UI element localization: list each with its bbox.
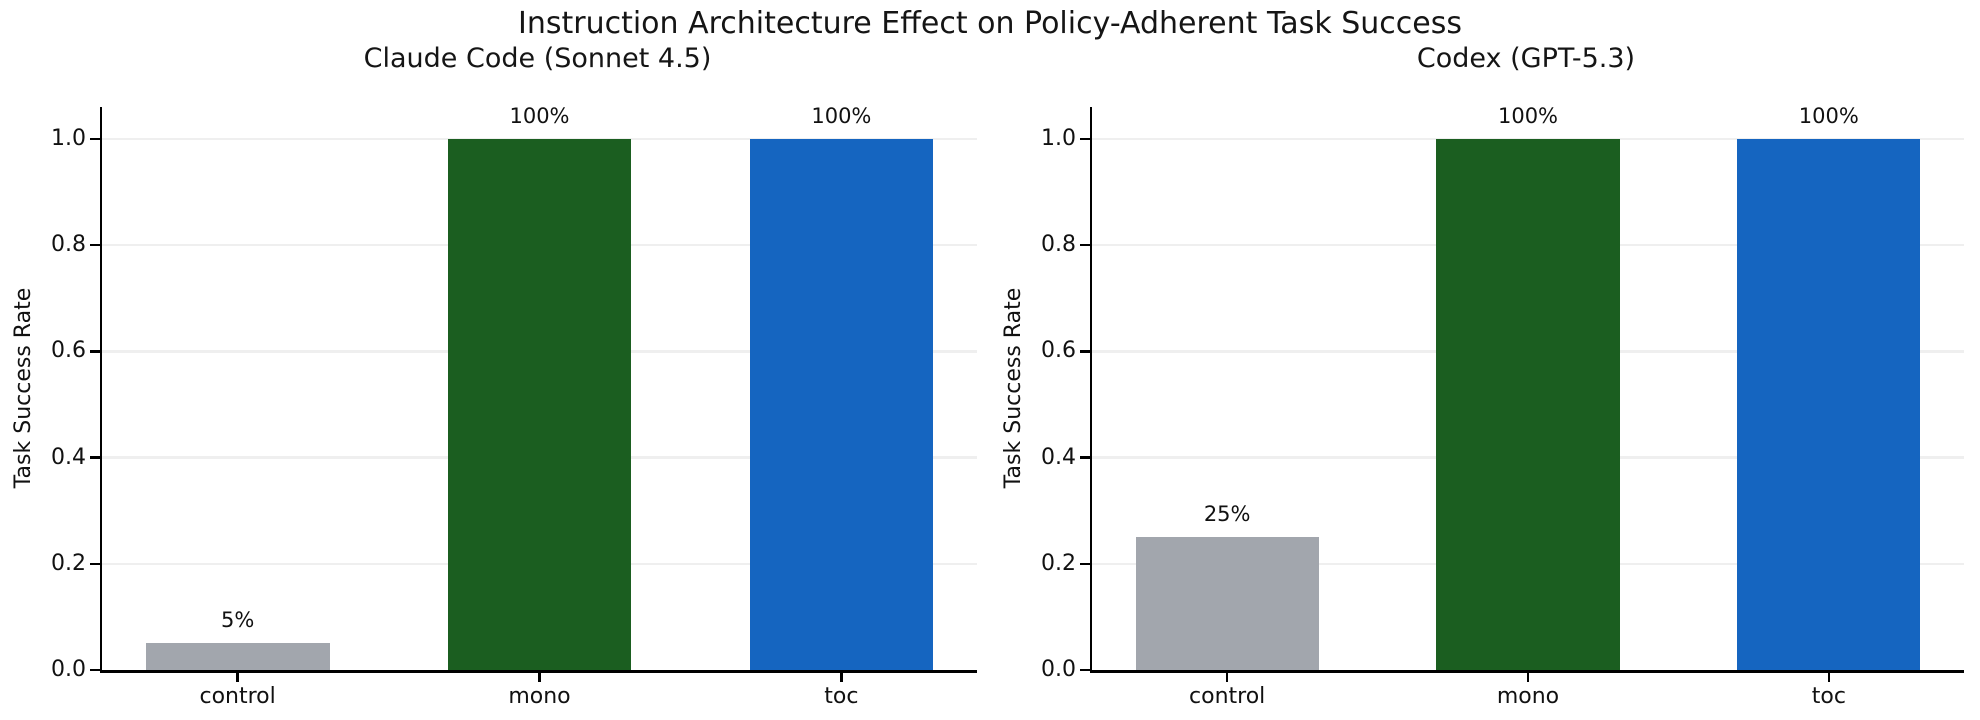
y-tick-label-0.0: 0.0 bbox=[51, 657, 86, 682]
y-tick-mark-0.2 bbox=[89, 562, 100, 565]
gridline-1.0 bbox=[1092, 137, 1964, 141]
y-tick-mark-0.2 bbox=[1079, 562, 1090, 565]
x-tick-mark-control bbox=[236, 673, 239, 683]
y-tick-label-0.8: 0.8 bbox=[1041, 232, 1076, 258]
bar-control bbox=[1135, 537, 1319, 670]
bar-value-label-mono: 100% bbox=[509, 103, 570, 128]
gridline-1.0 bbox=[102, 137, 977, 141]
subplot-title-codex: Codex (GPT-5.3) bbox=[1416, 43, 1636, 74]
y-tick-mark-0.4 bbox=[1079, 456, 1090, 459]
y-axis-label-left: Task Success Rate bbox=[11, 287, 36, 489]
plot-area-codex: 0.0 0.2 0.4 0.6 0.8 1.0 25% control 100% mono 100%… bbox=[1041, 103, 1964, 708]
bar-value-label-toc: 100% bbox=[1798, 103, 1859, 128]
bar-value-label-control: 5% bbox=[220, 608, 255, 633]
y-tick-label-1.0: 1.0 bbox=[51, 125, 86, 151]
x-tick-mark-toc bbox=[1827, 673, 1831, 683]
y-tick-mark-0.8 bbox=[1079, 243, 1090, 247]
y-tick-mark-0.6 bbox=[89, 350, 100, 353]
x-tick-mark-control bbox=[1225, 673, 1229, 683]
bar-value-label-control: 25% bbox=[1203, 502, 1251, 527]
y-tick-label-0.8: 0.8 bbox=[51, 232, 86, 258]
bar-toc bbox=[749, 138, 934, 670]
x-tick-mark-mono bbox=[538, 673, 541, 683]
y-tick-label-0.2: 0.2 bbox=[51, 550, 86, 576]
x-tick-label-mono: mono bbox=[1496, 684, 1560, 709]
subplot-title-claude: Claude Code (Sonnet 4.5) bbox=[363, 43, 712, 74]
x-tick-label-toc: toc bbox=[1811, 684, 1846, 709]
y-tick-label-0.0: 0.0 bbox=[1041, 657, 1076, 682]
bar-control bbox=[145, 643, 330, 670]
bar-mono bbox=[447, 138, 632, 670]
y-tick-mark-0.0 bbox=[1079, 668, 1090, 672]
y-tick-label-0.4: 0.4 bbox=[1041, 444, 1076, 470]
plot-area-claude: 0.0 0.2 0.4 0.6 0.8 1.0 5% control 100% mono 100% t… bbox=[51, 103, 977, 708]
bar-toc bbox=[1737, 138, 1921, 670]
y-tick-label-0.6: 0.6 bbox=[51, 338, 86, 364]
y-tick-label-1.0: 1.0 bbox=[1041, 125, 1076, 151]
y-tick-label-0.4: 0.4 bbox=[51, 444, 86, 470]
x-tick-label-control: control bbox=[1189, 684, 1266, 709]
x-tick-label-control: control bbox=[199, 684, 276, 709]
bar-value-label-toc: 100% bbox=[811, 103, 872, 128]
y-tick-label-0.2: 0.2 bbox=[1041, 550, 1076, 576]
x-tick-mark-toc bbox=[840, 673, 843, 683]
y-tick-mark-0.8 bbox=[89, 243, 100, 247]
bar-mono bbox=[1436, 138, 1620, 670]
y-tick-mark-1.0 bbox=[89, 137, 100, 141]
x-tick-label-mono: mono bbox=[508, 684, 571, 709]
figure-title: Instruction Architecture Effect on Polic… bbox=[517, 6, 1462, 41]
y-axis-label-right: Task Success Rate bbox=[1001, 287, 1026, 489]
y-tick-mark-1.0 bbox=[1079, 137, 1090, 141]
y-tick-mark-0.6 bbox=[1079, 350, 1090, 353]
y-tick-mark-0.0 bbox=[89, 668, 100, 672]
y-tick-label-0.6: 0.6 bbox=[1041, 338, 1076, 364]
x-tick-label-toc: toc bbox=[824, 684, 859, 709]
x-tick-mark-mono bbox=[1526, 673, 1530, 683]
bar-value-label-mono: 100% bbox=[1497, 103, 1559, 128]
y-tick-mark-0.4 bbox=[89, 456, 100, 459]
